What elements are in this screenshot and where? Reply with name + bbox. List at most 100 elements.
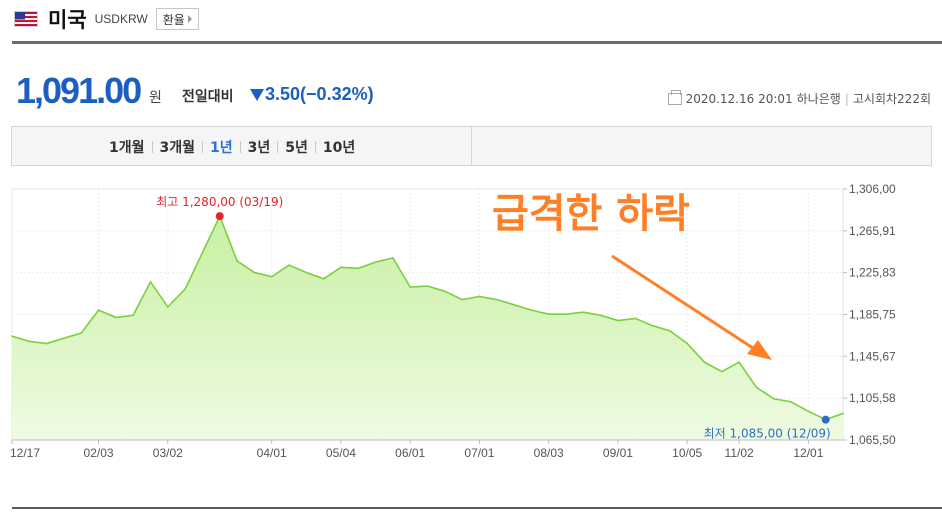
max-annotation: 최고 1,280,00 (03/19) [156,195,283,209]
price-change: 3.50 (−0.32%) [250,84,374,105]
min-point-marker [821,415,830,424]
currency-header: 미국 USDKRW 환율 [14,4,199,34]
compare-label: 전일대비 [182,89,234,105]
data-point [236,260,238,262]
price-summary: 1,091.00 원 전일대비 3.50 (−0.32%) 2020.12.16… [16,70,936,111]
data-point [270,275,273,278]
x-tick-label: 02/03 [84,446,114,460]
data-point [772,397,775,400]
data-point [149,281,152,283]
arrow-head [747,340,772,360]
change-percent: (−0.32%) [300,84,374,104]
period-bar-divider [471,127,472,165]
header-divider [12,41,942,44]
data-point [582,311,585,313]
x-tick-label: 12/17 [10,446,40,460]
data-point [80,332,83,334]
data-point [340,266,342,269]
data-point [565,313,567,316]
data-point [305,271,308,274]
price-unit: 원 [149,90,162,106]
data-point [807,410,810,413]
y-tick-label: 1,145,67 [849,349,896,363]
exchange-rate-button-label: 환율 [162,12,185,27]
currency-code: USDKRW [94,12,148,26]
down-triangle-icon [250,88,264,101]
data-point [184,288,186,290]
data-point [478,295,481,298]
data-point [721,370,723,373]
tab-separator [239,141,241,153]
period-tab[interactable]: 3년 [247,140,271,156]
data-point [634,317,637,320]
x-tick-label: 12/01 [793,446,823,460]
quote-meta: 2020.12.16 20:01 하나은행 | 고시회차222회 [667,89,931,107]
data-point [374,261,377,263]
footer-divider [12,507,942,509]
period-tab[interactable]: 3개월 [159,140,196,156]
data-point [495,298,498,301]
meta-separator: | [844,91,849,106]
data-point [11,335,13,337]
change-amount: 3.50 [265,84,301,104]
data-point [513,304,515,306]
x-tick-label: 03/02 [153,446,183,460]
series-area [12,216,843,440]
y-tick-label: 1,065,50 [849,433,896,447]
current-price: 1,091.00 [16,70,142,111]
print-icon[interactable] [667,89,682,105]
data-point [28,340,31,343]
x-tick-label: 08/03 [534,446,564,460]
data-point [426,285,429,287]
data-point [132,314,134,317]
period-tab[interactable]: 1개월 [109,140,145,156]
data-point [288,264,290,266]
quote-round: 고시회차222회 [852,92,931,106]
data-point [599,314,602,317]
quote-datetime: 2020.12.16 20:01 [685,91,793,106]
y-tick-label: 1,225,83 [849,266,896,280]
data-point [651,324,654,327]
data-point [322,277,325,280]
x-tick-label: 05/04 [326,446,356,460]
y-tick-label: 1,105,58 [849,391,896,405]
data-point [45,342,48,345]
data-point [547,313,550,316]
data-point [686,342,688,345]
y-tick-label: 1,185,75 [849,308,896,322]
data-point [392,257,394,259]
x-tick-label: 11/02 [725,446,754,460]
data-point [409,286,411,288]
x-tick-label: 04/01 [257,446,287,460]
us-flag-icon [14,11,38,27]
data-point [461,298,463,301]
period-tab[interactable]: 5년 [285,140,308,156]
y-tick-label: 1,265,91 [849,224,896,238]
min-annotation: 최저 1,085,00 (12/09) [704,427,831,441]
data-point [703,361,706,364]
period-tabs: 1개월 3개월 1년 3년 5년 10년 [102,137,362,157]
data-point [253,271,256,274]
data-point [617,319,619,322]
data-point [63,337,65,340]
period-tab[interactable]: 1년 [210,140,233,156]
exchange-rate-button[interactable]: 환율 [155,8,199,30]
x-tick-label: 06/01 [395,446,425,460]
tab-separator [151,141,153,153]
data-point [357,267,360,270]
arrow-line [611,254,760,354]
y-tick-label: 1,306,00 [849,182,896,196]
data-point [167,306,169,308]
drop-annotation: 급격한 하락 [492,191,690,237]
chevron-right-icon [187,15,192,23]
period-tab[interactable]: 10년 [322,140,356,156]
data-point [755,386,758,389]
period-selector: 1개월 3개월 1년 3년 5년 10년 [11,126,932,166]
x-tick-label: 09/01 [603,446,633,460]
data-point [669,330,671,332]
data-point [444,290,446,293]
x-tick-label: 10/05 [672,446,702,460]
data-point [115,316,117,319]
tab-separator [277,141,279,153]
data-point [201,251,204,254]
